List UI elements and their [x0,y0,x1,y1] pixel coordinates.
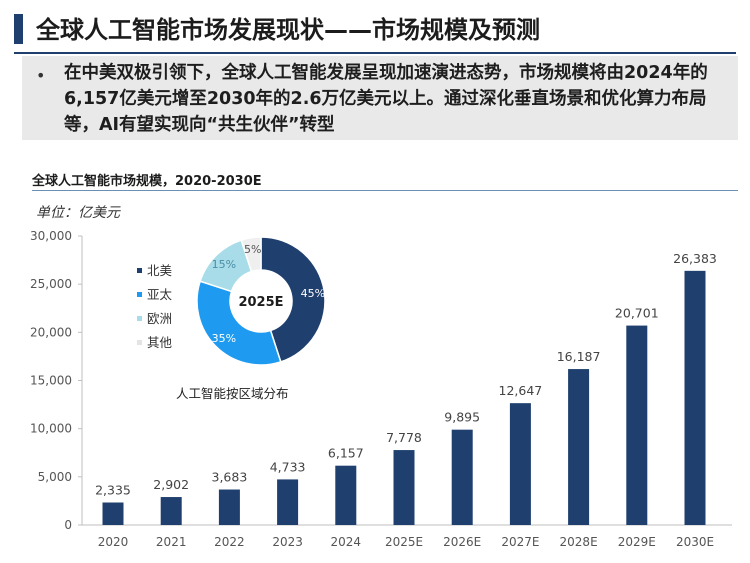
pie-slice-label: 35% [212,332,236,345]
y-tick-label: 30,000 [30,229,72,243]
bar [393,450,415,525]
bar-value-label: 2,335 [95,483,131,498]
legend-label: 欧洲 [147,311,172,326]
y-tick-label: 0 [64,518,72,532]
bar-value-label: 9,895 [444,410,480,425]
y-tick-label: 25,000 [30,277,72,291]
y-tick-label: 5,000 [38,470,72,484]
page-header: 全球人工智能市场发展现状——市场规模及预测 [14,8,736,54]
bar-value-label: 4,733 [270,459,306,474]
x-tick-label: 2022 [214,535,245,549]
pie-title: 人工智能按区域分布 [176,386,289,401]
bar-value-label: 6,157 [328,446,364,461]
bar [451,429,473,525]
bar [335,465,357,525]
bar-value-label: 26,383 [673,251,717,266]
pie-slice-label: 15% [212,258,236,271]
x-tick-label: 2030E [676,535,714,549]
pie-center-label: 2025E [238,295,283,310]
legend-swatch [137,316,142,321]
pie-slice-label: 5% [244,243,261,256]
bar [102,502,124,525]
x-tick-label: 2025E [385,535,423,549]
summary-text: 在中美双极引领下，全球人工智能发展呈现加速演进态势，市场规模将由2024年的6,… [64,63,708,135]
legend-label: 亚太 [147,287,173,302]
pie-slice-label: 45% [301,287,325,300]
x-tick-label: 2029E [618,535,656,549]
pie-slice [240,236,262,273]
bullet-icon: • [36,66,46,85]
legend-swatch [137,340,142,345]
chart-title: 全球人工智能市场规模，2020-2030E [32,174,262,189]
legend-swatch [137,268,142,273]
legend-label: 北美 [147,263,172,278]
y-tick-label: 10,000 [30,422,72,436]
bar-value-label: 3,683 [212,470,248,485]
pie-slice [260,236,326,363]
header-accent-bar [14,14,23,44]
page-title: 全球人工智能市场发展现状——市场规模及预测 [36,16,540,44]
bar [277,479,299,525]
summary-box: • 在中美双极引领下，全球人工智能发展呈现加速演进态势，市场规模将由2024年的… [22,56,738,140]
x-tick-label: 2024 [331,535,362,549]
chart-title-divider [32,190,738,191]
bar-value-label: 16,187 [557,349,601,364]
x-tick-label: 2026E [443,535,481,549]
bar [509,403,531,525]
bar [218,489,240,525]
legend-swatch [137,292,142,297]
x-tick-label: 2023 [272,535,303,549]
y-tick-label: 15,000 [30,374,72,388]
bar [626,325,648,525]
x-tick-label: 2028E [560,535,598,549]
x-tick-label: 2027E [501,535,539,549]
bar-value-label: 2,902 [153,477,189,492]
bar-value-label: 12,647 [499,383,543,398]
legend-label: 其他 [147,335,173,350]
x-tick-label: 2021 [156,535,187,549]
header-divider [14,52,736,54]
unit-label: 单位：亿美元 [36,205,120,221]
bar-value-label: 20,701 [615,306,659,321]
bar [684,270,706,525]
pie-slice [196,280,282,366]
bar [568,369,590,525]
y-tick-label: 20,000 [30,325,72,339]
x-tick-label: 2020 [98,535,129,549]
bar-value-label: 7,778 [386,430,422,445]
bar [160,497,182,525]
